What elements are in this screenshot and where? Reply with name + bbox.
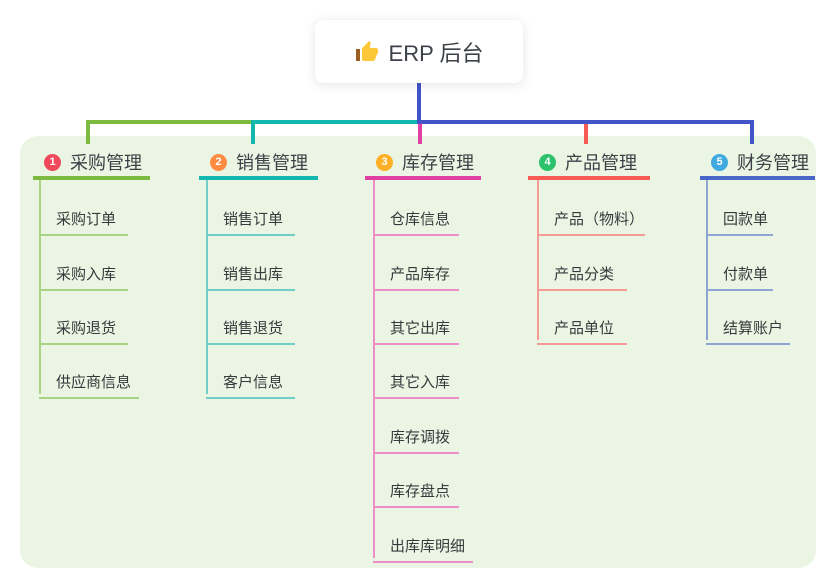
thumbs-up-icon bbox=[355, 40, 378, 61]
child-node[interactable]: 库存调拨 bbox=[373, 421, 459, 454]
child-node[interactable]: 其它出库 bbox=[373, 312, 459, 345]
branch-badge: 2 bbox=[210, 153, 227, 171]
child-node[interactable]: 采购订单 bbox=[39, 203, 128, 236]
child-label: 库存调拨 bbox=[390, 429, 451, 446]
branch-header-finance[interactable]: 5 财务管理 bbox=[700, 148, 815, 180]
child-label: 回款单 bbox=[723, 211, 769, 228]
child-node[interactable]: 其它入库 bbox=[373, 366, 459, 399]
child-label: 销售出库 bbox=[223, 266, 284, 283]
child-label: 客户信息 bbox=[223, 374, 284, 391]
child-label: 产品单位 bbox=[554, 320, 615, 337]
child-node[interactable]: 仓库信息 bbox=[373, 203, 459, 236]
branch-label: 库存管理 bbox=[402, 153, 474, 173]
child-node[interactable]: 产品（物料） bbox=[537, 203, 645, 236]
child-label: 采购入库 bbox=[56, 266, 117, 283]
branch-badge: 5 bbox=[711, 153, 728, 171]
branch-rail bbox=[373, 180, 375, 558]
branch-rail bbox=[706, 180, 708, 340]
child-node[interactable]: 采购入库 bbox=[39, 258, 128, 291]
child-label: 库存盘点 bbox=[390, 483, 451, 500]
child-label: 产品（物料） bbox=[554, 211, 645, 228]
child-node[interactable]: 销售退货 bbox=[206, 312, 295, 345]
branch-header-purchase[interactable]: 1 采购管理 bbox=[33, 148, 150, 180]
child-label: 其它出库 bbox=[390, 320, 451, 337]
child-label: 销售订单 bbox=[223, 211, 284, 228]
child-label: 供应商信息 bbox=[56, 374, 132, 391]
branch-badge: 4 bbox=[539, 153, 556, 171]
child-node[interactable]: 产品库存 bbox=[373, 258, 459, 291]
child-node[interactable]: 付款单 bbox=[706, 258, 773, 291]
child-label: 销售退货 bbox=[223, 320, 284, 337]
branch-label: 产品管理 bbox=[565, 153, 637, 173]
child-node[interactable]: 结算账户 bbox=[706, 312, 790, 345]
branch-rail bbox=[537, 180, 539, 340]
child-label: 出库库明细 bbox=[390, 538, 466, 555]
child-node[interactable]: 采购退货 bbox=[39, 312, 128, 345]
child-node[interactable]: 库存盘点 bbox=[373, 475, 459, 508]
child-node[interactable]: 客户信息 bbox=[206, 366, 295, 399]
branch-badge: 3 bbox=[376, 153, 393, 171]
branches-panel-background bbox=[20, 136, 816, 568]
branch-header-sales[interactable]: 2 销售管理 bbox=[199, 148, 318, 180]
child-label: 采购订单 bbox=[56, 211, 117, 228]
child-label: 其它入库 bbox=[390, 374, 451, 391]
child-node[interactable]: 销售订单 bbox=[206, 203, 295, 236]
child-label: 仓库信息 bbox=[390, 211, 451, 228]
child-label: 产品库存 bbox=[390, 266, 451, 283]
child-node[interactable]: 销售出库 bbox=[206, 258, 295, 291]
branch-label: 财务管理 bbox=[737, 153, 809, 173]
child-label: 结算账户 bbox=[723, 320, 784, 337]
root-node[interactable]: ERP 后台 bbox=[315, 20, 523, 83]
child-node[interactable]: 出库库明细 bbox=[373, 530, 473, 563]
branch-header-inventory[interactable]: 3 库存管理 bbox=[365, 148, 481, 180]
branch-label: 采购管理 bbox=[70, 153, 142, 173]
branch-rail bbox=[39, 180, 41, 394]
child-label: 采购退货 bbox=[56, 320, 117, 337]
child-label: 付款单 bbox=[723, 266, 769, 283]
child-label: 产品分类 bbox=[554, 266, 615, 283]
branch-rail bbox=[206, 180, 208, 394]
child-node[interactable]: 产品分类 bbox=[537, 258, 627, 291]
branch-badge: 1 bbox=[44, 153, 61, 171]
child-node[interactable]: 产品单位 bbox=[537, 312, 627, 345]
child-node[interactable]: 回款单 bbox=[706, 203, 773, 236]
branch-header-product[interactable]: 4 产品管理 bbox=[528, 148, 650, 180]
branch-label: 销售管理 bbox=[236, 153, 308, 173]
child-node[interactable]: 供应商信息 bbox=[39, 366, 139, 399]
root-title: ERP 后台 bbox=[388, 40, 484, 66]
